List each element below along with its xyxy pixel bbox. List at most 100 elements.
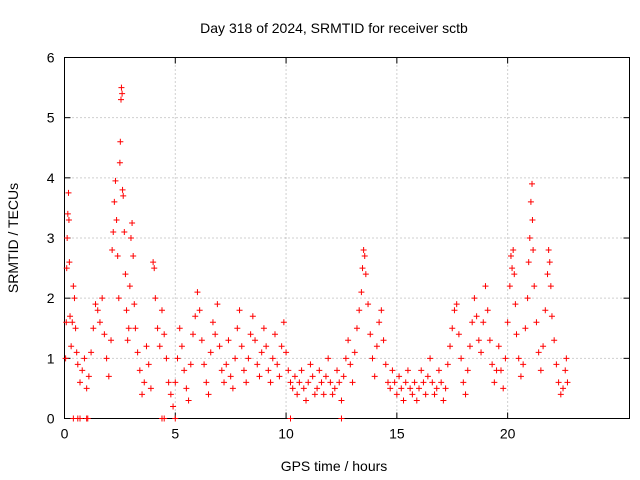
data-point: [336, 379, 343, 386]
data-point: [447, 343, 454, 350]
data-point: [172, 415, 179, 422]
data-point: [190, 331, 197, 338]
data-point: [334, 367, 341, 374]
data-point: [116, 159, 123, 166]
data-point: [167, 391, 174, 398]
data-point: [278, 343, 285, 350]
data-point: [327, 379, 334, 386]
data-point: [70, 283, 77, 290]
data-point: [530, 247, 537, 254]
data-point: [209, 319, 216, 326]
data-point: [117, 138, 124, 145]
data-point: [92, 301, 99, 308]
data-point: [178, 343, 185, 350]
data-point: [294, 391, 301, 398]
data-point: [471, 295, 478, 302]
data-point: [238, 343, 245, 350]
data-point: [351, 349, 358, 356]
data-point: [145, 361, 152, 368]
data-point: [462, 391, 469, 398]
data-point: [271, 331, 278, 338]
data-point: [305, 379, 312, 386]
data-point: [114, 253, 121, 260]
data-point: [147, 385, 154, 392]
data-point: [119, 186, 126, 193]
data-point: [540, 343, 547, 350]
data-point: [119, 90, 126, 97]
data-point: [163, 355, 170, 362]
data-point: [484, 307, 491, 314]
data-point: [64, 210, 71, 217]
data-point: [371, 373, 378, 380]
data-point: [531, 283, 538, 290]
data-point: [529, 216, 536, 223]
data-point: [263, 343, 270, 350]
data-point: [507, 253, 514, 260]
data-point: [90, 325, 97, 332]
data-point: [555, 379, 562, 386]
data-point: [205, 391, 212, 398]
data-point: [458, 355, 465, 362]
data-point: [72, 325, 79, 332]
data-point: [265, 367, 272, 374]
data-point: [236, 307, 243, 314]
data-point: [309, 373, 316, 380]
data-point: [453, 301, 460, 308]
data-point: [234, 325, 241, 332]
data-point: [373, 343, 380, 350]
data-point: [256, 373, 263, 380]
data-point: [258, 349, 265, 356]
data-point: [345, 337, 352, 344]
data-point: [533, 319, 540, 326]
data-point: [329, 391, 336, 398]
data-point: [517, 373, 524, 380]
data-point: [136, 367, 143, 374]
data-point: [141, 379, 148, 386]
y-tick-label: 5: [47, 110, 55, 126]
data-point: [174, 355, 181, 362]
data-point: [152, 295, 159, 302]
data-point: [409, 391, 416, 398]
data-point: [276, 373, 283, 380]
data-point: [398, 385, 405, 392]
data-point: [440, 397, 447, 404]
data-point: [287, 379, 294, 386]
data-point: [455, 331, 462, 338]
data-point: [122, 271, 129, 278]
data-point: [130, 253, 137, 260]
data-point: [560, 385, 567, 392]
data-point: [331, 385, 338, 392]
data-point: [126, 283, 133, 290]
data-point: [176, 325, 183, 332]
data-point: [108, 337, 115, 344]
data-point: [103, 355, 110, 362]
data-point: [495, 343, 502, 350]
data-point: [547, 283, 554, 290]
data-point: [513, 331, 520, 338]
data-point: [478, 349, 485, 356]
data-point: [218, 367, 225, 374]
data-point: [349, 379, 356, 386]
data-point: [422, 391, 429, 398]
data-point: [553, 361, 560, 368]
data-point: [342, 355, 349, 362]
data-point: [338, 397, 345, 404]
data-point: [444, 361, 451, 368]
data-point: [247, 331, 254, 338]
data-point: [542, 307, 549, 314]
data-point: [73, 349, 80, 356]
data-point: [181, 367, 188, 374]
data-point: [500, 385, 507, 392]
data-point: [365, 301, 372, 308]
data-point: [504, 319, 511, 326]
y-tick-label: 1: [47, 350, 55, 366]
data-point: [198, 337, 205, 344]
data-point: [223, 361, 230, 368]
data-point: [529, 180, 536, 187]
data-point: [62, 355, 69, 362]
data-point: [216, 343, 223, 350]
data-point: [389, 367, 396, 374]
data-point: [429, 379, 436, 386]
data-point: [433, 385, 440, 392]
